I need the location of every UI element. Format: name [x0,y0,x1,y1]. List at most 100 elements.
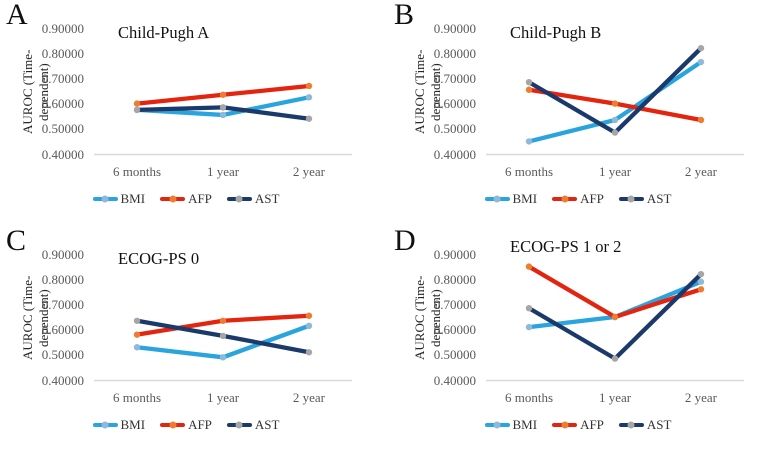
data-point-marker [697,286,705,293]
legend-item-bmi: BMI [484,417,538,433]
data-point-marker [525,138,533,145]
legend-line-swatch [484,195,510,203]
y-tick-label: 0.40000 [433,146,476,162]
data-point-marker [219,332,227,340]
line-chart-svg [486,44,744,156]
x-tick-label: 6 months [113,390,162,405]
panel-letter: D [394,226,416,257]
panel-letter: B [394,0,415,31]
legend-line-swatch [552,195,578,203]
line-chart-svg [486,263,744,382]
legend-item-bmi: BMI [484,191,538,207]
y-tick-label: 0.80000 [41,45,84,61]
legend-label: AST [646,417,672,432]
y-tick-label: 0.60000 [433,96,476,112]
legend: BMI AFP AST [20,191,352,207]
chart-title: Child-Pugh A [118,23,210,42]
data-point-marker [611,100,619,107]
data-point-marker [611,313,619,321]
chart: AUROC (Time-dependent) 0.90000 0.80000 0.7… [20,20,352,207]
y-axis-title: AUROC (Time-dependent) [412,275,443,361]
legend-marker-dot [627,421,635,429]
data-point-marker [133,100,141,107]
y-tick-label: 0.80000 [433,271,476,287]
data-point-marker [305,115,313,122]
legend-line-swatch [92,421,118,429]
plot-area: Child-Pugh A [94,23,352,160]
panel-letter: A [6,0,28,31]
legend-item-afp: AFP [160,417,212,433]
legend-label: AST [254,417,280,432]
y-tick-label: 0.70000 [41,70,84,86]
legend-marker-dot [235,421,243,429]
data-point-marker [697,58,705,66]
x-tick-label: 6 months [113,164,162,179]
legend: BMI AFP AST [412,191,744,207]
legend-line-swatch [618,195,644,203]
y-tick-label: 0.90000 [41,20,84,36]
x-tick-label: 2 year [684,164,717,179]
y-tick-label: 0.90000 [433,246,476,262]
x-tick-label: 2 year [684,390,717,405]
data-point-marker [305,94,313,101]
data-point-marker [133,344,141,351]
data-point-marker [525,263,533,270]
y-tick-label: 0.80000 [433,45,476,61]
chart: AUROC (Time-dependent) 0.90000 0.80000 0.7… [20,247,352,433]
y-tick-label: 0.70000 [433,296,476,312]
legend-label: BMI [512,191,538,206]
legend-marker-dot [169,421,177,429]
legend-marker-dot [101,421,109,429]
legend-item-afp: AFP [552,417,604,433]
x-tick-label: 1 year [206,390,240,405]
series-ast [133,317,313,356]
legend-item-afp: AFP [552,191,604,207]
legend-item-ast: AST [226,417,280,433]
legend-label: AFP [188,417,212,432]
legend-marker-dot [493,421,501,429]
y-axis-title: AUROC (Time-dependent) [412,49,443,135]
y-tick-label: 0.40000 [433,372,476,388]
data-point-marker [697,44,705,52]
data-point-marker [525,78,533,86]
panel-child-pugh-b: B AUROC (Time-dependent) 0.90000 0.80000 0… [378,0,757,226]
x-axis-tick-labels: 6 months 1 year 2 year [94,386,352,408]
data-point-marker [525,304,533,312]
y-tick-label: 0.50000 [433,347,476,363]
x-tick-label: 1 year [598,390,632,405]
data-point-marker [697,270,705,278]
y-axis-tick-labels: 0.90000 0.80000 0.70000 0.60000 0.50000 0.400… [430,246,486,388]
legend-item-ast: AST [226,191,279,207]
series-afp [525,263,705,321]
legend-label: BMI [512,417,538,432]
data-point-marker [219,354,227,361]
data-point-marker [611,116,619,124]
x-tick-label: 1 year [598,164,632,179]
series-afp [133,312,313,338]
y-tick-label: 0.80000 [41,271,84,287]
panel-letter: C [6,226,27,257]
chart-title: ECOG-PS 0 [118,249,200,268]
series-bmi [133,322,313,361]
data-point-marker [219,111,227,119]
plot-area: ECOG-PS 0 [94,249,352,386]
y-axis-tick-labels: 0.90000 0.80000 0.70000 0.60000 0.50000 0.400… [430,21,486,162]
legend-line-swatch [226,195,252,203]
chart: AUROC (Time-dependent) 0.90000 0.80000 0.7… [412,237,744,433]
y-tick-label: 0.70000 [41,296,84,312]
data-point-marker [611,129,619,136]
series-ast [525,270,705,362]
y-tick-label: 0.70000 [433,70,476,86]
y-tick-label: 0.60000 [41,322,84,338]
data-point-marker [133,317,141,324]
y-tick-label: 0.60000 [433,322,476,338]
data-point-marker [305,312,313,319]
legend-line-swatch [92,195,118,203]
plot-area: ECOG-PS 1 or 2 [486,237,744,386]
legend: BMI AFP AST [412,417,744,433]
y-tick-label: 0.50000 [41,347,84,363]
legend-marker-dot [235,195,243,203]
series-ast [133,104,313,122]
series-bmi [525,58,705,145]
